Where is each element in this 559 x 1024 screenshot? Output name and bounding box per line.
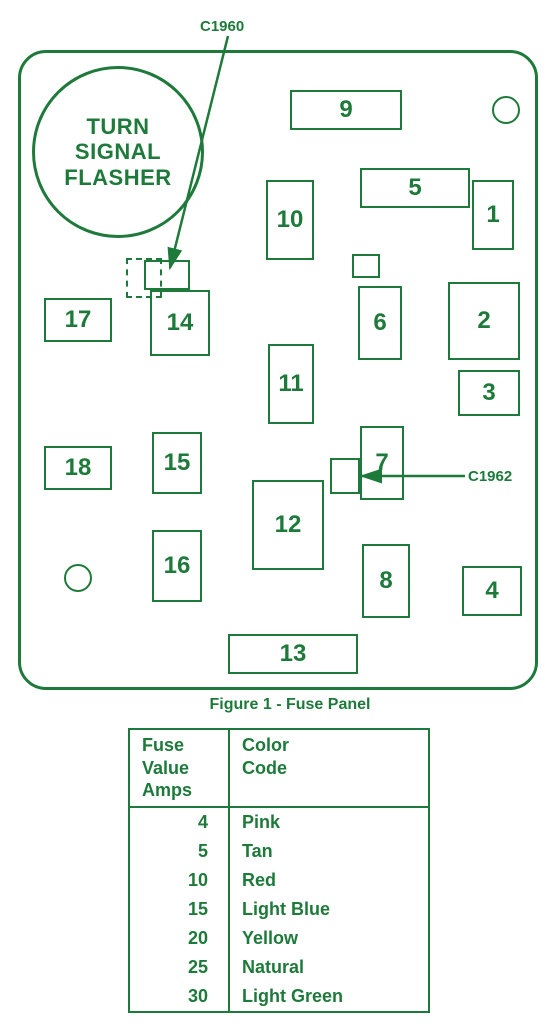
fuse-14: 14	[150, 290, 210, 356]
fuse-8: 8	[362, 544, 410, 618]
legend-amps-10: 10	[129, 866, 229, 895]
fuse-17: 17	[44, 298, 112, 342]
legend-color-5: Tan	[229, 837, 429, 866]
flasher-label-3: FLASHER	[64, 165, 171, 190]
screw-hole-2	[492, 96, 520, 124]
turn-signal-flasher: TURNSIGNALFLASHER	[32, 66, 204, 238]
legend-amps-30: 30	[129, 982, 229, 1012]
legend-header-color: ColorCode	[229, 729, 429, 807]
fuse-7: 7	[360, 426, 404, 500]
fuse-2: 2	[448, 282, 520, 360]
fuse-3: 3	[458, 370, 520, 416]
diagram-canvas: TURNSIGNALFLASHER12345678910111213141516…	[0, 0, 559, 1024]
callout-c1960-label: C1960	[200, 18, 244, 35]
fuse-12: 12	[252, 480, 324, 570]
legend-amps-4: 4	[129, 807, 229, 837]
legend-color-20: Yellow	[229, 924, 429, 953]
legend-color-15: Light Blue	[229, 895, 429, 924]
fuse-15: 15	[152, 432, 202, 494]
color-code-legend: FuseValueAmpsColorCode4Pink5Tan10Red15Li…	[128, 728, 430, 1013]
fuse-6: 6	[358, 286, 402, 360]
connector-c1962-rect	[330, 458, 360, 494]
legend-color-10: Red	[229, 866, 429, 895]
fuse-16: 16	[152, 530, 202, 602]
legend-amps-25: 25	[129, 953, 229, 982]
legend-header-amps: FuseValueAmps	[129, 729, 229, 807]
fuse-18: 18	[44, 446, 112, 490]
screw-hole-1	[64, 564, 92, 592]
fuse-11: 11	[268, 344, 314, 424]
legend-color-30: Light Green	[229, 982, 429, 1012]
connector-c1960-dash	[126, 258, 162, 298]
legend-amps-5: 5	[129, 837, 229, 866]
legend-amps-20: 20	[129, 924, 229, 953]
legend-color-25: Natural	[229, 953, 429, 982]
fuse-13: 13	[228, 634, 358, 674]
fuse-10: 10	[266, 180, 314, 260]
connector-conn-above-6	[352, 254, 380, 278]
fuse-1: 1	[472, 180, 514, 250]
flasher-label-1: TURN	[86, 114, 149, 139]
fuse-4: 4	[462, 566, 522, 616]
fuse-9: 9	[290, 90, 402, 130]
legend-color-4: Pink	[229, 807, 429, 837]
flasher-label-2: SIGNAL	[75, 139, 161, 164]
figure-caption: Figure 1 - Fuse Panel	[180, 696, 400, 714]
legend-amps-15: 15	[129, 895, 229, 924]
fuse-5: 5	[360, 168, 470, 208]
callout-c1962-label: C1962	[468, 468, 512, 485]
